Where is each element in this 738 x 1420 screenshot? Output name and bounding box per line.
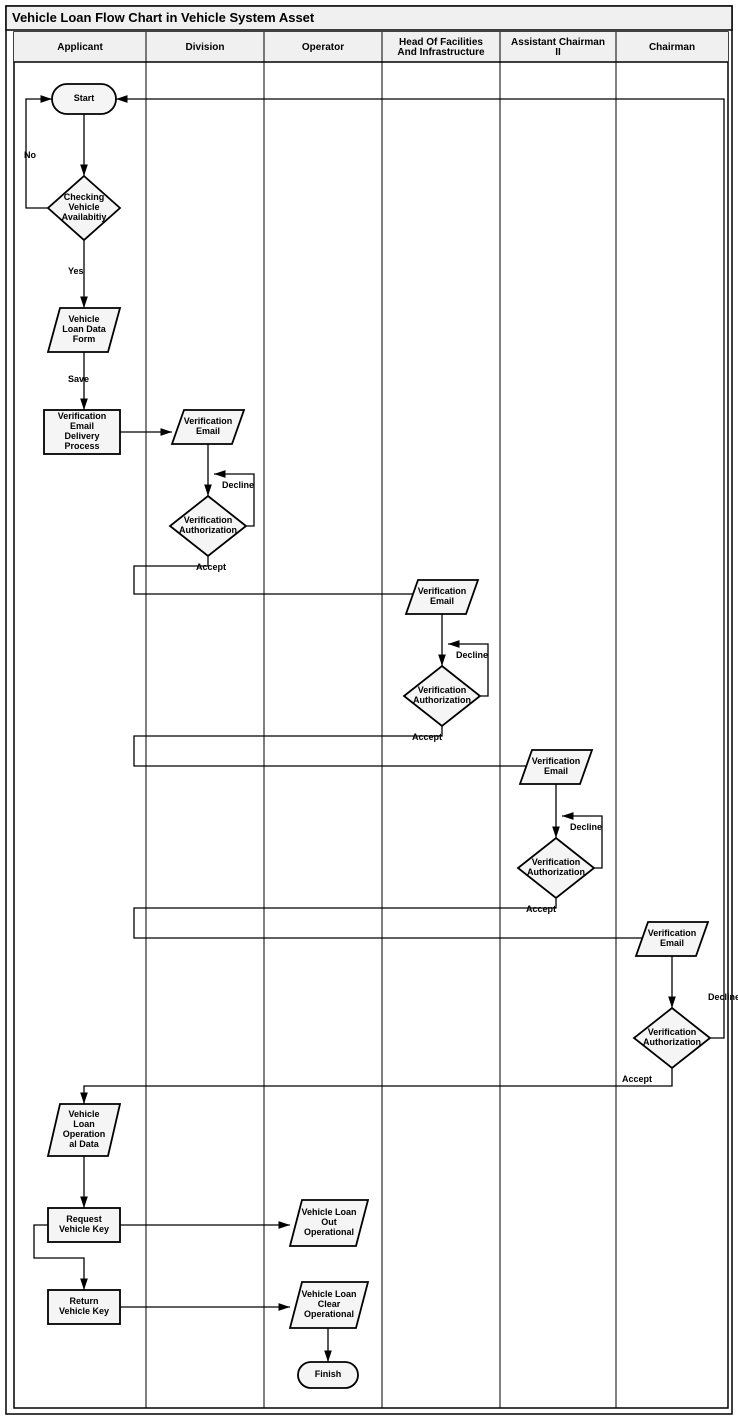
node-retKey: ReturnVehicle Key [48, 1290, 120, 1324]
node-label-reqKey: RequestVehicle Key [59, 1214, 109, 1234]
node-verifSend: VerificationEmailDeliveryProcess [44, 410, 120, 454]
edge-label-12: Accept [412, 732, 442, 742]
edge-7 [134, 556, 442, 594]
edge-label-15: Decline [570, 822, 602, 832]
node-vAuth4: VerificationAuthorization [634, 1008, 710, 1068]
node-check: CheckingVehicleAvailabitiy [48, 176, 120, 240]
node-vEmail3: VerificationEmail [520, 750, 592, 784]
edge-20 [84, 1068, 672, 1104]
edge-label-3: Save [68, 374, 89, 384]
node-vAuth2: VerificationAuthorization [404, 666, 480, 726]
edge-label-7: Accept [196, 562, 226, 572]
node-label-vAuth1: VerificationAuthorization [179, 515, 237, 535]
node-label-vAuth3: VerificationAuthorization [527, 857, 585, 877]
node-label-vAuth4: VerificationAuthorization [643, 1027, 701, 1047]
node-vEmail1: VerificationEmail [172, 410, 244, 444]
lane-header-applicant: Applicant [57, 42, 103, 53]
node-label-finish: Finish [315, 1369, 342, 1379]
lane-header-division: Division [186, 42, 225, 53]
lane-header-operator: Operator [302, 42, 344, 53]
edge-label-1: No [24, 150, 36, 160]
node-clearOp: Vehicle LoanClearOperational [290, 1282, 368, 1328]
node-reqKey: RequestVehicle Key [48, 1208, 120, 1242]
edges-group: No Yes Save Decline Accept Decline Accept Decli… [24, 99, 738, 1362]
node-label-verifSend: VerificationEmailDeliveryProcess [58, 411, 107, 451]
edge-label-16: Accept [526, 904, 556, 914]
node-vAuth3: VerificationAuthorization [518, 838, 594, 898]
node-start: Start [52, 84, 116, 114]
node-outOp: Vehicle LoanOutOperational [290, 1200, 368, 1246]
node-label-start: Start [74, 93, 95, 103]
edge-label-6: Decline [222, 480, 254, 490]
edge-label-11: Decline [456, 650, 488, 660]
node-vEmail2: VerificationEmail [406, 580, 478, 614]
node-finish: Finish [298, 1362, 358, 1388]
flowchart-canvas: Vehicle Loan Flow Chart in Vehicle Syste… [0, 0, 738, 1420]
node-form: VehicleLoan DataForm [48, 308, 120, 352]
node-label-vAuth2: VerificationAuthorization [413, 685, 471, 705]
edge-label-20: Accept [622, 1074, 652, 1084]
edge-16 [134, 898, 672, 938]
node-opData: VehicleLoanOperational Data [48, 1104, 120, 1156]
edge-label-2: Yes [68, 266, 84, 276]
node-vEmail4: VerificationEmail [636, 922, 708, 956]
edge-12 [134, 726, 556, 766]
diagram-title: Vehicle Loan Flow Chart in Vehicle Syste… [12, 10, 315, 25]
node-vAuth1: VerificationAuthorization [170, 496, 246, 556]
lane-header-head: Head Of FacilitiesAnd Infrastructure [397, 37, 485, 58]
edge-label-19: Decline [708, 992, 738, 1002]
lane-header-chairman: Chairman [649, 42, 695, 53]
